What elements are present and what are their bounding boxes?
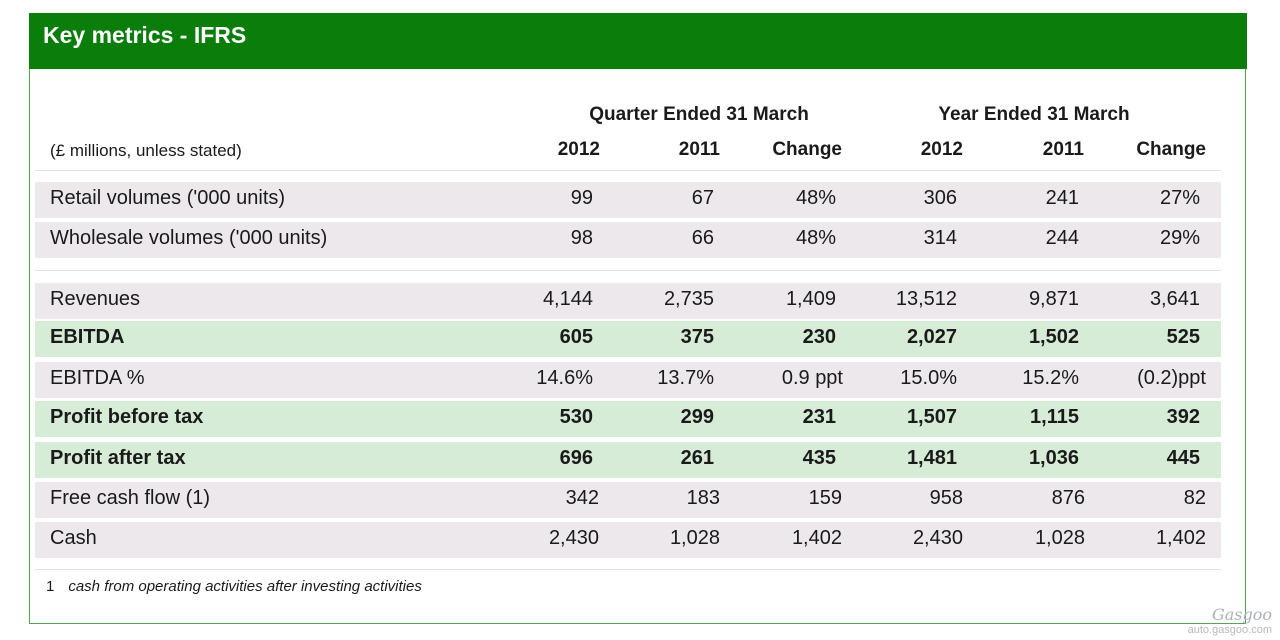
- cell-value: 1,028: [669, 527, 720, 549]
- cell-value: 958: [929, 487, 963, 509]
- cell-value: 15.0%: [900, 367, 957, 389]
- cell-value: 244: [1045, 227, 1079, 249]
- cell-value: 3,641: [1149, 288, 1200, 310]
- row-label: Cash: [50, 527, 97, 549]
- cell-value: 299: [680, 406, 714, 428]
- cell-value: 525: [1166, 326, 1200, 348]
- table-row: Cash 2,430 1,028 1,402 2,430 1,028 1,402: [35, 522, 1221, 558]
- column-header-y2012: 2012: [920, 139, 963, 160]
- cell-value: 183: [686, 487, 720, 509]
- group-header-year: Year Ended 31 March: [938, 104, 1130, 125]
- cell-value: (0.2)ppt: [1137, 367, 1206, 389]
- cell-value: 0.9 ppt: [781, 367, 843, 389]
- cell-value: 392: [1166, 406, 1200, 428]
- cell-value: 14.6%: [536, 367, 593, 389]
- group-header-quarter: Quarter Ended 31 March: [589, 104, 809, 125]
- divider: [35, 270, 1221, 271]
- row-label: Profit before tax: [50, 406, 204, 428]
- cell-value: 98: [570, 227, 593, 249]
- row-label: EBITDA %: [50, 367, 145, 389]
- row-label: Revenues: [50, 288, 141, 310]
- gasgoo-logo: Gasgoo: [1211, 605, 1272, 624]
- cell-value: 2,735: [663, 288, 714, 310]
- footnote: 1 cash from operating activities after in…: [46, 578, 422, 595]
- cell-value: 15.2%: [1022, 367, 1079, 389]
- table-row: Wholesale volumes ('000 units) 98 66 48%…: [35, 222, 1221, 258]
- cell-value: 13.7%: [657, 367, 714, 389]
- cell-value: 2,430: [912, 527, 963, 549]
- cell-value: 99: [570, 187, 593, 209]
- column-header-qchange: Change: [772, 139, 842, 160]
- cell-value: 435: [802, 447, 836, 469]
- cell-value: 2,027: [906, 326, 957, 348]
- table-row: Free cash flow (1) 342 183 159 958 876 8…: [35, 482, 1221, 518]
- row-label: EBITDA: [50, 326, 125, 348]
- cell-value: 445: [1166, 447, 1200, 469]
- cell-value: 696: [559, 447, 593, 469]
- cell-value: 27%: [1159, 187, 1200, 209]
- cell-value: 231: [802, 406, 836, 428]
- watermark-url: auto.gasgoo.com: [1187, 624, 1272, 636]
- cell-value: 530: [559, 406, 593, 428]
- cell-value: 605: [559, 326, 593, 348]
- cell-value: 159: [808, 487, 842, 509]
- cell-value: 1,507: [906, 406, 957, 428]
- cell-value: 48%: [795, 187, 836, 209]
- cell-value: 375: [680, 326, 714, 348]
- page-title: Key metrics - IFRS: [43, 22, 247, 48]
- row-label: Retail volumes ('000 units): [50, 187, 286, 209]
- table-row: Profit after tax 696 261 435 1,481 1,036…: [35, 442, 1221, 478]
- watermark: Gasgoo auto.gasgoo.com: [1188, 605, 1272, 636]
- footnote-number: 1: [46, 578, 55, 595]
- cell-value: 82: [1183, 487, 1206, 509]
- cell-value: 342: [565, 487, 599, 509]
- column-header-q2012: 2012: [557, 139, 600, 160]
- cell-value: 4,144: [542, 288, 593, 310]
- cell-value: 306: [923, 187, 957, 209]
- cell-value: 48%: [795, 227, 836, 249]
- column-header-y2011: 2011: [1042, 139, 1084, 160]
- cell-value: 67: [691, 187, 714, 209]
- row-label: Profit after tax: [50, 447, 186, 469]
- cell-value: 2,430: [548, 527, 599, 549]
- divider: [35, 569, 1221, 570]
- cell-value: 241: [1045, 187, 1079, 209]
- cell-value: 1,481: [906, 447, 957, 469]
- table-row: Retail volumes ('000 units) 99 67 48% 30…: [35, 182, 1221, 218]
- divider: [35, 170, 1221, 171]
- cell-value: 1,115: [1030, 406, 1079, 428]
- cell-value: 29%: [1159, 227, 1200, 249]
- cell-value: 66: [691, 227, 714, 249]
- table-row: EBITDA 605 375 230 2,027 1,502 525: [35, 321, 1221, 357]
- column-header-ychange: Change: [1136, 139, 1206, 160]
- cell-value: 314: [923, 227, 957, 249]
- cell-value: 261: [680, 447, 714, 469]
- cell-value: 13,512: [895, 288, 957, 310]
- column-header-q2011: 2011: [678, 139, 720, 160]
- row-label: Wholesale volumes ('000 units): [50, 227, 328, 249]
- table-row: Profit before tax 530 299 231 1,507 1,11…: [35, 401, 1221, 437]
- table-row: EBITDA % 14.6% 13.7% 0.9 ppt 15.0% 15.2%…: [35, 362, 1221, 398]
- cell-value: 1,502: [1028, 326, 1079, 348]
- cell-value: 1,402: [791, 527, 842, 549]
- cell-value: 1,409: [785, 288, 836, 310]
- cell-value: 1,402: [1155, 527, 1206, 549]
- cell-value: 876: [1051, 487, 1085, 509]
- cell-value: 1,028: [1034, 527, 1085, 549]
- footnote-text: cash from operating activities after inv…: [68, 578, 422, 595]
- units-label: (£ millions, unless stated): [50, 141, 242, 160]
- cell-value: 1,036: [1028, 447, 1079, 469]
- table-row: Revenues 4,144 2,735 1,409 13,512 9,871 …: [35, 283, 1221, 319]
- cell-value: 230: [802, 326, 836, 348]
- row-label: Free cash flow (1): [50, 487, 211, 509]
- cell-value: 9,871: [1028, 288, 1079, 310]
- title-bar: Key metrics - IFRS: [29, 13, 1247, 69]
